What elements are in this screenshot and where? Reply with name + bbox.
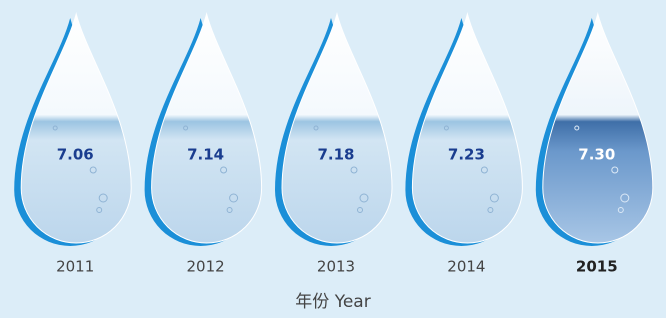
x-tick-label: 2011 — [56, 258, 94, 276]
x-tick-label: 2015 — [576, 258, 618, 276]
value-label: 7.23 — [448, 146, 485, 164]
x-axis-label: 年份 Year — [295, 292, 370, 312]
chart: 年份 Year 7.06 2011 7.14 2012 7.18 2013 7.23 2014… — [0, 0, 666, 318]
value-label: 7.30 — [578, 146, 615, 164]
x-tick-label: 2013 — [317, 258, 355, 276]
x-tick-label: 2014 — [447, 258, 485, 276]
value-label: 7.14 — [187, 146, 224, 164]
value-label: 7.18 — [317, 146, 354, 164]
value-label: 7.06 — [57, 146, 94, 164]
x-tick-label: 2012 — [187, 258, 225, 276]
